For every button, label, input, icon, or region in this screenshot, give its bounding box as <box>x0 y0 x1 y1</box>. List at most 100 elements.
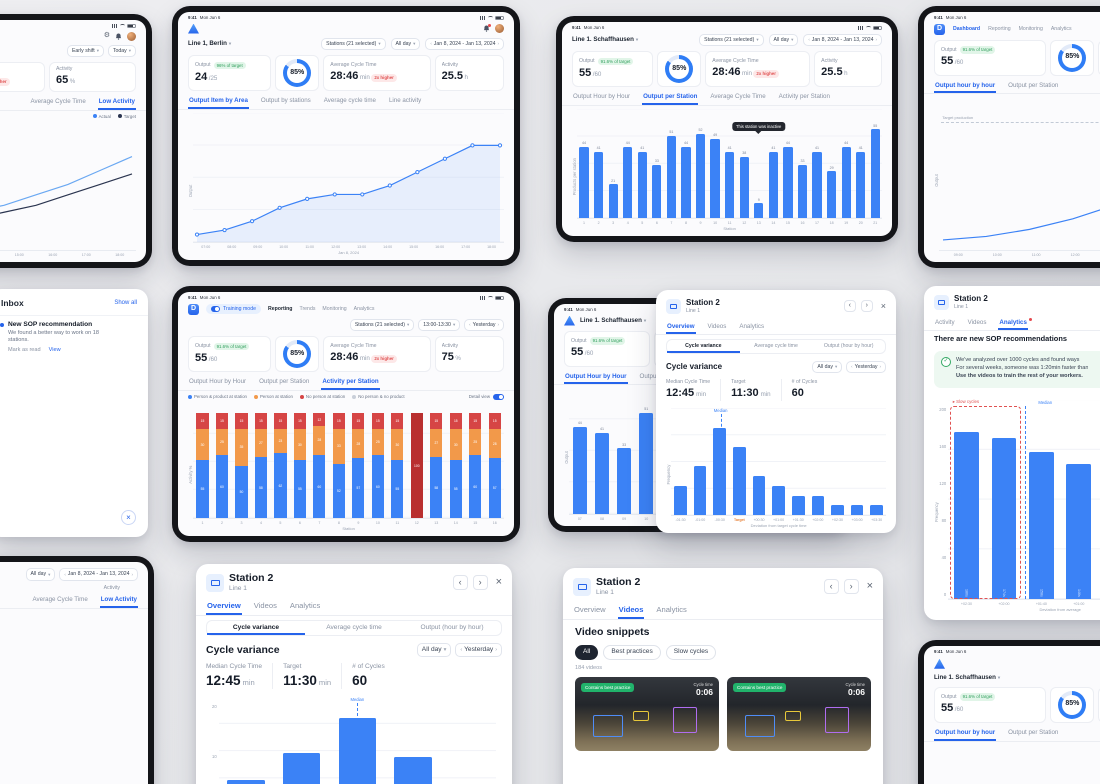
bar[interactable] <box>693 466 707 516</box>
nav-monitoring[interactable]: Monitoring <box>322 305 347 312</box>
bar[interactable] <box>752 476 766 516</box>
bar[interactable] <box>733 447 746 516</box>
bar[interactable]: 41 <box>856 146 866 219</box>
next-station-button[interactable]: › <box>472 575 488 591</box>
bar[interactable]: 158s <box>1028 452 1054 600</box>
tab-average-cycle-time[interactable]: Average Cycle Time <box>32 596 88 603</box>
prev-station-button[interactable]: ‹ <box>452 575 468 591</box>
bar-segment[interactable]: 58 <box>430 457 443 519</box>
tab-low-activity[interactable]: Low Activity <box>98 95 136 110</box>
subtab-output-hour[interactable]: Output (hour by hour) <box>420 623 484 631</box>
bar-segment[interactable]: 58 <box>254 457 268 519</box>
bar[interactable]: 33 <box>616 443 632 515</box>
bar-segment[interactable]: 15 <box>293 413 306 429</box>
bar-segment[interactable]: 15 <box>215 413 229 429</box>
bar-segment[interactable]: 30 <box>196 428 209 461</box>
bar-segment[interactable]: 23 <box>274 428 287 454</box>
bar-segment[interactable]: 15 <box>430 413 443 429</box>
bar[interactable]: 174s <box>991 437 1017 600</box>
bar-segment[interactable]: 15 <box>488 413 501 429</box>
bar-segment[interactable]: 15 <box>449 413 462 429</box>
tab-output-hour-by-hour[interactable]: Output Hour by Hour <box>564 370 628 385</box>
tab-output-hour-by-hour[interactable]: Output hour by hour <box>934 79 996 94</box>
subtab-cycle-variance[interactable]: Cycle variance <box>667 340 740 353</box>
chip-slow-cycles[interactable]: Slow cycles <box>665 644 717 661</box>
chip-all[interactable]: All <box>575 644 599 661</box>
bar-segment[interactable]: 30 <box>449 428 462 461</box>
bar[interactable]: 33 <box>797 159 808 219</box>
bar[interactable] <box>713 427 727 516</box>
tab-videos[interactable]: Videos <box>967 318 987 326</box>
tab-output-per-station[interactable]: Output per Station <box>1008 728 1059 736</box>
subtab-average-cycle-time[interactable]: Average cycle time <box>754 343 798 350</box>
bar-segment[interactable]: 35 <box>235 428 248 466</box>
show-all-link[interactable]: Show all <box>114 299 137 306</box>
bar[interactable] <box>772 485 785 516</box>
bar-segment[interactable]: 30 <box>391 428 404 461</box>
bar[interactable]: 41 <box>725 146 735 219</box>
bar-segment[interactable]: 15 <box>274 413 287 429</box>
bar[interactable]: 41 <box>593 146 604 219</box>
prev-icon[interactable]: ‹ <box>460 646 463 653</box>
notifications-bell-icon[interactable] <box>115 33 122 40</box>
nav-analytics[interactable]: Analytics <box>353 305 375 312</box>
tab-output-hour-by-hour[interactable]: Output hour by hour <box>934 726 996 741</box>
close-button[interactable]: × <box>495 575 502 588</box>
time-filter-chip[interactable]: All day ▾ <box>390 37 421 50</box>
bar-segment[interactable]: 28 <box>488 428 501 459</box>
tab-average-cycle-time[interactable]: Average Cycle Time <box>30 97 86 105</box>
bar-segment[interactable]: 55 <box>293 460 306 519</box>
next-station-button[interactable]: › <box>843 579 859 595</box>
stations-filter-chip[interactable]: Stations (21 selected) ▾ <box>349 318 415 331</box>
bar-segment[interactable]: 15 <box>352 413 365 429</box>
bar-segment[interactable]: 60 <box>469 455 482 519</box>
tab-output-by-stations[interactable]: Output by stations <box>260 97 311 104</box>
chip-best-practices[interactable]: Best practices <box>603 644 661 661</box>
bar-segment[interactable]: 28 <box>313 425 326 456</box>
bar-segment[interactable]: 57 <box>352 458 365 519</box>
bar[interactable] <box>227 779 265 784</box>
tab-output-hour-by-hour[interactable]: Output Hour by Hour <box>189 378 247 385</box>
next-icon[interactable]: › <box>495 646 497 653</box>
video-thumbnail[interactable]: Contains best practice Cycle time 0:06 <box>575 677 719 752</box>
bar[interactable]: 44 <box>572 421 587 515</box>
bar[interactable]: 49 <box>710 133 720 219</box>
bar[interactable]: 52 <box>695 128 706 219</box>
bar-segment[interactable]: 15 <box>254 413 268 429</box>
tab-output-per-station[interactable]: Output per Station <box>642 90 698 105</box>
bar-segment[interactable]: 55 <box>449 460 462 519</box>
tab-videos[interactable]: Videos <box>253 601 277 611</box>
bar[interactable]: 51 <box>639 407 654 515</box>
bar-segment[interactable]: 50 <box>235 465 248 519</box>
nav-reporting[interactable]: Reporting <box>988 25 1011 32</box>
bar[interactable] <box>674 485 687 516</box>
bar[interactable]: 146s <box>1066 463 1092 600</box>
nav-trends[interactable]: Trends <box>299 305 316 312</box>
prev-icon[interactable]: ‹ <box>430 41 432 46</box>
bar[interactable] <box>811 495 825 516</box>
next-icon[interactable]: › <box>875 37 877 42</box>
date-range-chip[interactable]: ‹ Jan 8, 2024 - Jan 13, 2024 › <box>803 33 882 46</box>
bar-segment[interactable]: 57 <box>488 458 501 519</box>
bar-segment[interactable]: 15 <box>235 413 248 429</box>
bar-segment[interactable]: 100 <box>410 413 423 519</box>
bar-segment[interactable]: 25 <box>215 428 229 456</box>
close-button[interactable]: × <box>866 579 873 592</box>
bar-segment[interactable]: 52 <box>332 463 345 519</box>
close-button[interactable]: × <box>121 510 136 525</box>
notification-item[interactable]: New SOP recommendation We found a better… <box>0 314 148 360</box>
tab-output-by-area[interactable]: Output Item by Area <box>188 94 249 109</box>
bar[interactable] <box>283 753 321 784</box>
subtab-output-hour[interactable]: Output (hour by hour) <box>823 343 874 350</box>
tab-output-per-station[interactable]: Output per Station <box>259 378 310 385</box>
avatar[interactable] <box>495 24 504 33</box>
nav-monitoring[interactable]: Monitoring <box>1018 25 1043 32</box>
bar-segment[interactable]: 55 <box>391 460 404 519</box>
bar[interactable]: 9 <box>754 198 764 219</box>
tab-average-cycle-time[interactable]: Average cycle time <box>323 97 376 104</box>
day-filter-chip[interactable]: All day ▾ <box>812 360 843 374</box>
prev-icon[interactable]: ‹ <box>808 37 810 42</box>
tab-output-hour-by-hour[interactable]: Output Hour by Hour <box>573 93 631 100</box>
time-filter-chip[interactable]: 13:00-13:30 ▾ <box>418 318 461 331</box>
nav-dashboard[interactable]: Dashboard <box>953 25 981 32</box>
